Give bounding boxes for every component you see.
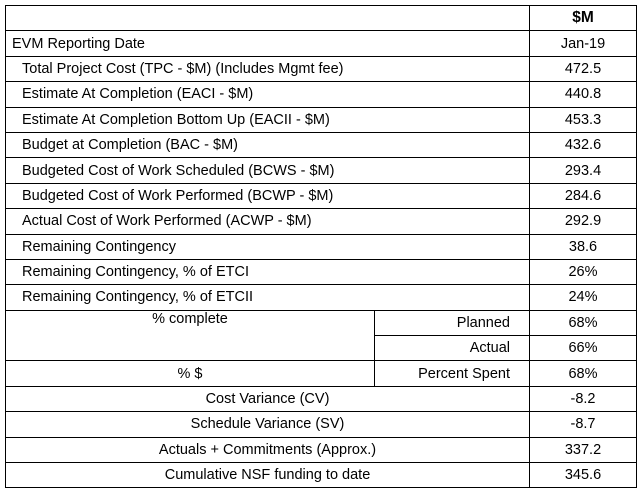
header-row: $M xyxy=(5,4,637,32)
row-label: Remaining Contingency, % of ETCII xyxy=(5,284,530,311)
row-value: 26% xyxy=(529,258,637,286)
percent-spent-label: Percent Spent xyxy=(374,360,530,387)
row-label: Budgeted Cost of Work Scheduled (BCWS - … xyxy=(5,157,530,184)
actual-value: 66% xyxy=(529,335,637,362)
table-row: Budgeted Cost of Work Scheduled (BCWS - … xyxy=(5,157,637,184)
percent-complete-actual-row: Actual 66% xyxy=(6,335,637,362)
evm-table: $M EVM Reporting Date Jan-19 Total Proje… xyxy=(5,4,637,489)
table-row: Cumulative NSF funding to date 345.6 xyxy=(5,462,637,489)
row-label: Cost Variance (CV) xyxy=(5,385,530,413)
row-value: 440.8 xyxy=(529,81,637,108)
row-value: 453.3 xyxy=(529,106,637,133)
row-label: Actual Cost of Work Performed (ACWP - $M… xyxy=(5,208,530,235)
table-row: Actuals + Commitments (Approx.) 337.2 xyxy=(5,436,637,464)
row-label: EVM Reporting Date xyxy=(5,30,530,57)
row-label: Budget at Completion (BAC - $M) xyxy=(5,131,530,159)
row-label: Remaining Contingency xyxy=(5,233,530,260)
table-row: Remaining Contingency, % of ETCI 26% xyxy=(5,258,637,286)
row-label: Budgeted Cost of Work Performed (BCWP - … xyxy=(5,182,530,210)
percent-spent-value: 68% xyxy=(529,360,637,387)
table-row: Budget at Completion (BAC - $M) 432.6 xyxy=(5,131,637,159)
row-label: Actuals + Commitments (Approx.) xyxy=(5,436,530,464)
row-value: 293.4 xyxy=(529,157,637,184)
actual-label: Actual xyxy=(374,335,530,362)
row-value: 292.9 xyxy=(529,208,637,235)
table-row: Schedule Variance (SV) -8.7 xyxy=(5,411,637,438)
row-label: Cumulative NSF funding to date xyxy=(5,462,530,489)
row-label: Total Project Cost (TPC - $M) (Includes … xyxy=(5,55,530,83)
percent-dollars-row: % $ Percent Spent 68% xyxy=(5,360,637,387)
table-row: Remaining Contingency, % of ETCII 24% xyxy=(5,284,637,311)
row-label: Estimate At Completion Bottom Up (EACII … xyxy=(5,106,530,133)
table-row: Total Project Cost (TPC - $M) (Includes … xyxy=(5,55,637,83)
row-value: -8.7 xyxy=(529,411,637,438)
unit-header: $M xyxy=(529,4,637,32)
table-row: Cost Variance (CV) -8.2 xyxy=(5,385,637,413)
planned-value: 68% xyxy=(529,309,637,337)
row-value: -8.2 xyxy=(529,385,637,413)
table-row: Actual Cost of Work Performed (ACWP - $M… xyxy=(5,208,637,235)
row-value: Jan-19 xyxy=(529,30,637,57)
table-row: Budgeted Cost of Work Performed (BCWP - … xyxy=(5,182,637,210)
row-value: 24% xyxy=(529,284,637,311)
table-row: Estimate At Completion Bottom Up (EACII … xyxy=(5,106,637,133)
percent-dollars-label: % $ xyxy=(5,360,375,387)
table-row: Remaining Contingency 38.6 xyxy=(5,233,637,260)
table-row: Estimate At Completion (EACI - $M) 440.8 xyxy=(5,81,637,108)
row-value: 345.6 xyxy=(529,462,637,489)
row-label: Remaining Contingency, % of ETCI xyxy=(5,258,530,286)
row-value: 38.6 xyxy=(529,233,637,260)
row-label: Estimate At Completion (EACI - $M) xyxy=(5,81,530,108)
row-value: 472.5 xyxy=(529,55,637,83)
planned-label: Planned xyxy=(374,309,530,337)
row-value: 432.6 xyxy=(529,131,637,159)
row-value: 337.2 xyxy=(529,436,637,464)
table-row: EVM Reporting Date Jan-19 xyxy=(5,30,637,57)
row-label: Schedule Variance (SV) xyxy=(5,411,530,438)
header-blank-cell xyxy=(5,4,530,32)
percent-complete-label: % complete xyxy=(5,309,375,362)
percent-complete-row: % complete Planned 68% xyxy=(5,309,637,362)
row-value: 284.6 xyxy=(529,182,637,210)
